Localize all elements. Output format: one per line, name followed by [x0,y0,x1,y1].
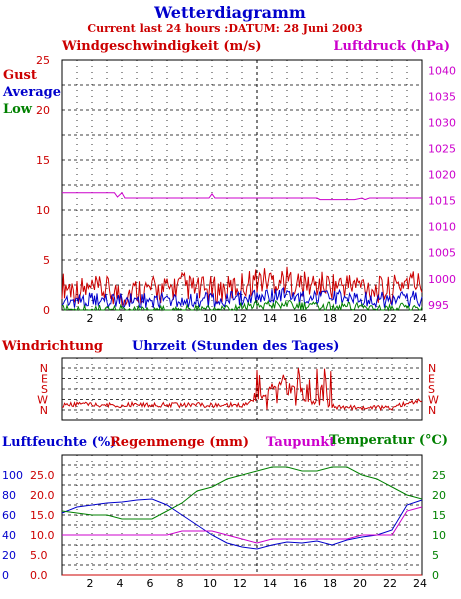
temperature-ytick-label: 25 [432,469,446,482]
wind-speed-xtick-label: 2 [87,312,94,325]
climate-xtick-label: 2 [87,577,94,590]
wind-direction-ytick-label: N [40,362,48,375]
wind-speed-xtick-label: 10 [203,312,217,325]
temperature-ytick-label: 0 [432,569,439,582]
rain-ytick-label: 15.0 [30,509,55,522]
diagram-title: Wetterdiagramm [153,3,306,22]
wind-direction-ytick-label: S [41,383,48,396]
pressure-title: Luftdruck (hPa) [333,39,450,54]
wind-direction-ytick-label: N [40,404,48,417]
pressure-ytick-label: 1035 [428,90,456,103]
pressure-ytick-label: 1010 [428,221,456,234]
pressure-ytick-label: 1020 [428,169,456,182]
pressure-ytick-label: 1040 [428,64,456,77]
humidity-title: Luftfeuchte (%) [2,435,116,450]
wind-low-series-line [61,299,423,312]
temperature-ytick-label: 10 [432,529,446,542]
wind-direction-ytick-label-right: N [428,362,436,375]
wind-direction-ytick-label-right: E [428,373,435,386]
wind-speed-ytick-label: 0 [43,304,50,317]
climate-xtick-label: 14 [263,577,277,590]
wind-speed-xtick-label: 12 [233,312,247,325]
rain-ytick-label: 25.0 [30,469,55,482]
rain-ytick-label: 5.0 [30,549,48,562]
legend-average: Average [2,85,61,100]
legend-gust: Gust [3,68,37,83]
climate-xtick-label: 4 [117,577,124,590]
humidity-ytick-label: 40 [2,529,16,542]
climate-xtick-label: 16 [293,577,307,590]
wind-gust-series-line [61,266,423,307]
climate-xtick-label: 12 [233,577,247,590]
wind-speed-xtick-label: 6 [147,312,154,325]
wind-direction-ytick-label-right: N [428,404,436,417]
pressure-ytick-label: 995 [428,299,449,312]
diagram-subtitle: Current last 24 hours :DATUM: 28 Juni 20… [87,22,362,35]
temperatur-series-line [61,466,423,520]
pressure-ytick-label: 1015 [428,195,456,208]
wind-speed-xtick-label: 4 [117,312,124,325]
dewpoint-title: Taupunkt [266,435,335,450]
temperature-title: Temperatur (°C) [329,433,448,448]
wind-speed-xtick-label: 18 [323,312,337,325]
taupunkt-series-line [62,506,423,544]
climate-xtick-label: 6 [147,577,154,590]
pressure-ytick-label: 1030 [428,117,456,130]
wind-speed-xtick-label: 8 [177,312,184,325]
pressure-ytick-label: 1005 [428,247,456,260]
climate-xtick-label: 22 [383,577,397,590]
wind-speed-xtick-label: 24 [413,312,427,325]
temperature-ytick-label: 20 [432,489,446,502]
wind-speed-xtick-label: 14 [263,312,277,325]
temperature-ytick-label: 15 [432,509,446,522]
climate-xtick-label: 24 [413,577,427,590]
humidity-ytick-label: 80 [2,489,16,502]
temperature-ytick-label: 5 [432,549,439,562]
rain-title: Regenmenge (mm) [110,435,249,450]
wind-speed-ytick-label: 5 [43,254,50,267]
wind-direction-series-line [62,367,423,412]
pressure-ytick-label: 1025 [428,143,456,156]
rain-ytick-label: 20.0 [30,489,55,502]
climate-xtick-label: 18 [323,577,337,590]
wind-speed-title: Windgeschwindigkeit (m/s) [61,39,261,54]
wind-direction-title: Windrichtung [1,339,103,354]
humidity-ytick-label: 100 [2,469,23,482]
legend-low: Low [3,102,33,117]
wind-speed-ytick-label: 20 [36,104,50,117]
wind-direction-ytick-label: E [41,373,48,386]
pressure-ytick-label: 1000 [428,273,456,286]
rain-ytick-label: 10.0 [30,529,55,542]
humidity-ytick-label: 0 [2,569,9,582]
time-axis-label: Uhrzeit (Stunden des Tages) [132,339,339,354]
climate-xtick-label: 8 [177,577,184,590]
wind-speed-xtick-label: 16 [293,312,307,325]
pressure-series-line [62,192,422,201]
wind-speed-ytick-label: 10 [36,204,50,217]
wind-direction-ytick-label: W [37,394,48,407]
wind-direction-ytick-label-right: W [428,394,439,407]
rain-ytick-label: 0.0 [30,569,48,582]
wind-speed-xtick-label: 20 [353,312,367,325]
climate-xtick-label: 10 [203,577,217,590]
wind-speed-ytick-label: 15 [36,154,50,167]
humidity-ytick-label: 60 [2,509,16,522]
wind-speed-ytick-label: 25 [36,54,50,67]
wind-speed-xtick-label: 22 [383,312,397,325]
wind-direction-ytick-label-right: S [428,383,435,396]
plot-area: 2 4 6 8 10 12 14 16 18 20 22 2405101520259951000100… [2,54,456,590]
humidity-ytick-label: 20 [2,549,16,562]
climate-xtick-label: 20 [353,577,367,590]
luftfeuchte-series-line [61,498,423,550]
